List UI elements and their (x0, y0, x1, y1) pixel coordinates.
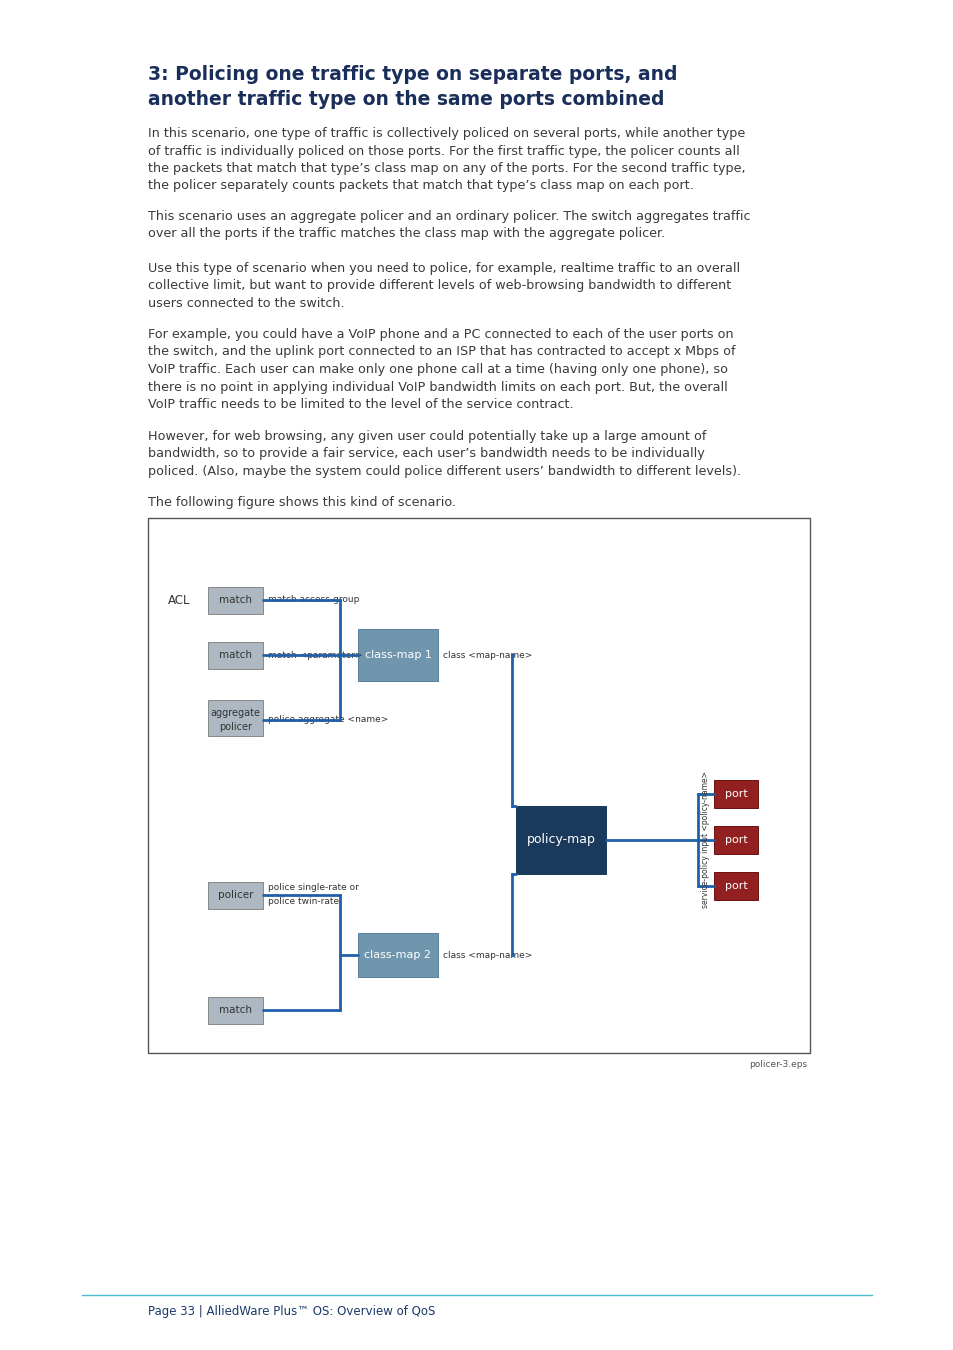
Text: match access-group: match access-group (268, 595, 359, 605)
Text: In this scenario, one type of traffic is collectively policed on several ports, : In this scenario, one type of traffic is… (148, 127, 745, 193)
Text: another traffic type on the same ports combined: another traffic type on the same ports c… (148, 90, 664, 109)
FancyBboxPatch shape (516, 806, 605, 873)
Text: policer: policer (217, 890, 253, 900)
Text: port: port (724, 836, 746, 845)
FancyBboxPatch shape (208, 996, 263, 1023)
Text: class-map 1: class-map 1 (364, 649, 431, 660)
Text: This scenario uses an aggregate policer and an ordinary policer. The switch aggr: This scenario uses an aggregate policer … (148, 211, 750, 240)
Text: class-map 2: class-map 2 (364, 950, 431, 960)
Text: policy-map: policy-map (526, 833, 595, 846)
Text: The following figure shows this kind of scenario.: The following figure shows this kind of … (148, 495, 456, 509)
Text: aggregate: aggregate (211, 707, 260, 718)
Text: match: match (219, 1004, 252, 1015)
Text: However, for web browsing, any given user could potentially take up a large amou: However, for web browsing, any given use… (148, 431, 740, 478)
FancyBboxPatch shape (713, 826, 758, 855)
Text: police aggregate <name>: police aggregate <name> (268, 716, 388, 725)
Text: port: port (724, 788, 746, 799)
FancyBboxPatch shape (208, 586, 263, 613)
Text: Page 33 | AlliedWare Plus™ OS: Overview of QoS: Page 33 | AlliedWare Plus™ OS: Overview … (148, 1305, 435, 1318)
Text: service-policy input <policy-name>: service-policy input <policy-name> (700, 772, 710, 909)
FancyBboxPatch shape (357, 629, 437, 680)
Text: class <map-name>: class <map-name> (442, 950, 532, 960)
FancyBboxPatch shape (713, 872, 758, 900)
Text: police single-rate or: police single-rate or (268, 883, 358, 892)
Text: policer-3.eps: policer-3.eps (748, 1060, 806, 1069)
FancyBboxPatch shape (208, 701, 263, 736)
Text: match: match (219, 595, 252, 605)
Text: policer: policer (219, 722, 252, 732)
Text: match: match (219, 649, 252, 660)
FancyBboxPatch shape (357, 933, 437, 977)
Text: For example, you could have a VoIP phone and a PC connected to each of the user : For example, you could have a VoIP phone… (148, 328, 735, 410)
Text: match <parameter>: match <parameter> (268, 651, 362, 660)
FancyBboxPatch shape (208, 641, 263, 668)
Text: 3: Policing one traffic type on separate ports, and: 3: Policing one traffic type on separate… (148, 65, 677, 84)
Text: ACL: ACL (168, 594, 191, 606)
Text: police twin-rate: police twin-rate (268, 898, 338, 906)
Text: Use this type of scenario when you need to police, for example, realtime traffic: Use this type of scenario when you need … (148, 262, 740, 311)
Text: port: port (724, 882, 746, 891)
FancyBboxPatch shape (208, 882, 263, 909)
Text: class <map-name>: class <map-name> (442, 651, 532, 660)
FancyBboxPatch shape (713, 780, 758, 809)
FancyBboxPatch shape (148, 518, 809, 1053)
